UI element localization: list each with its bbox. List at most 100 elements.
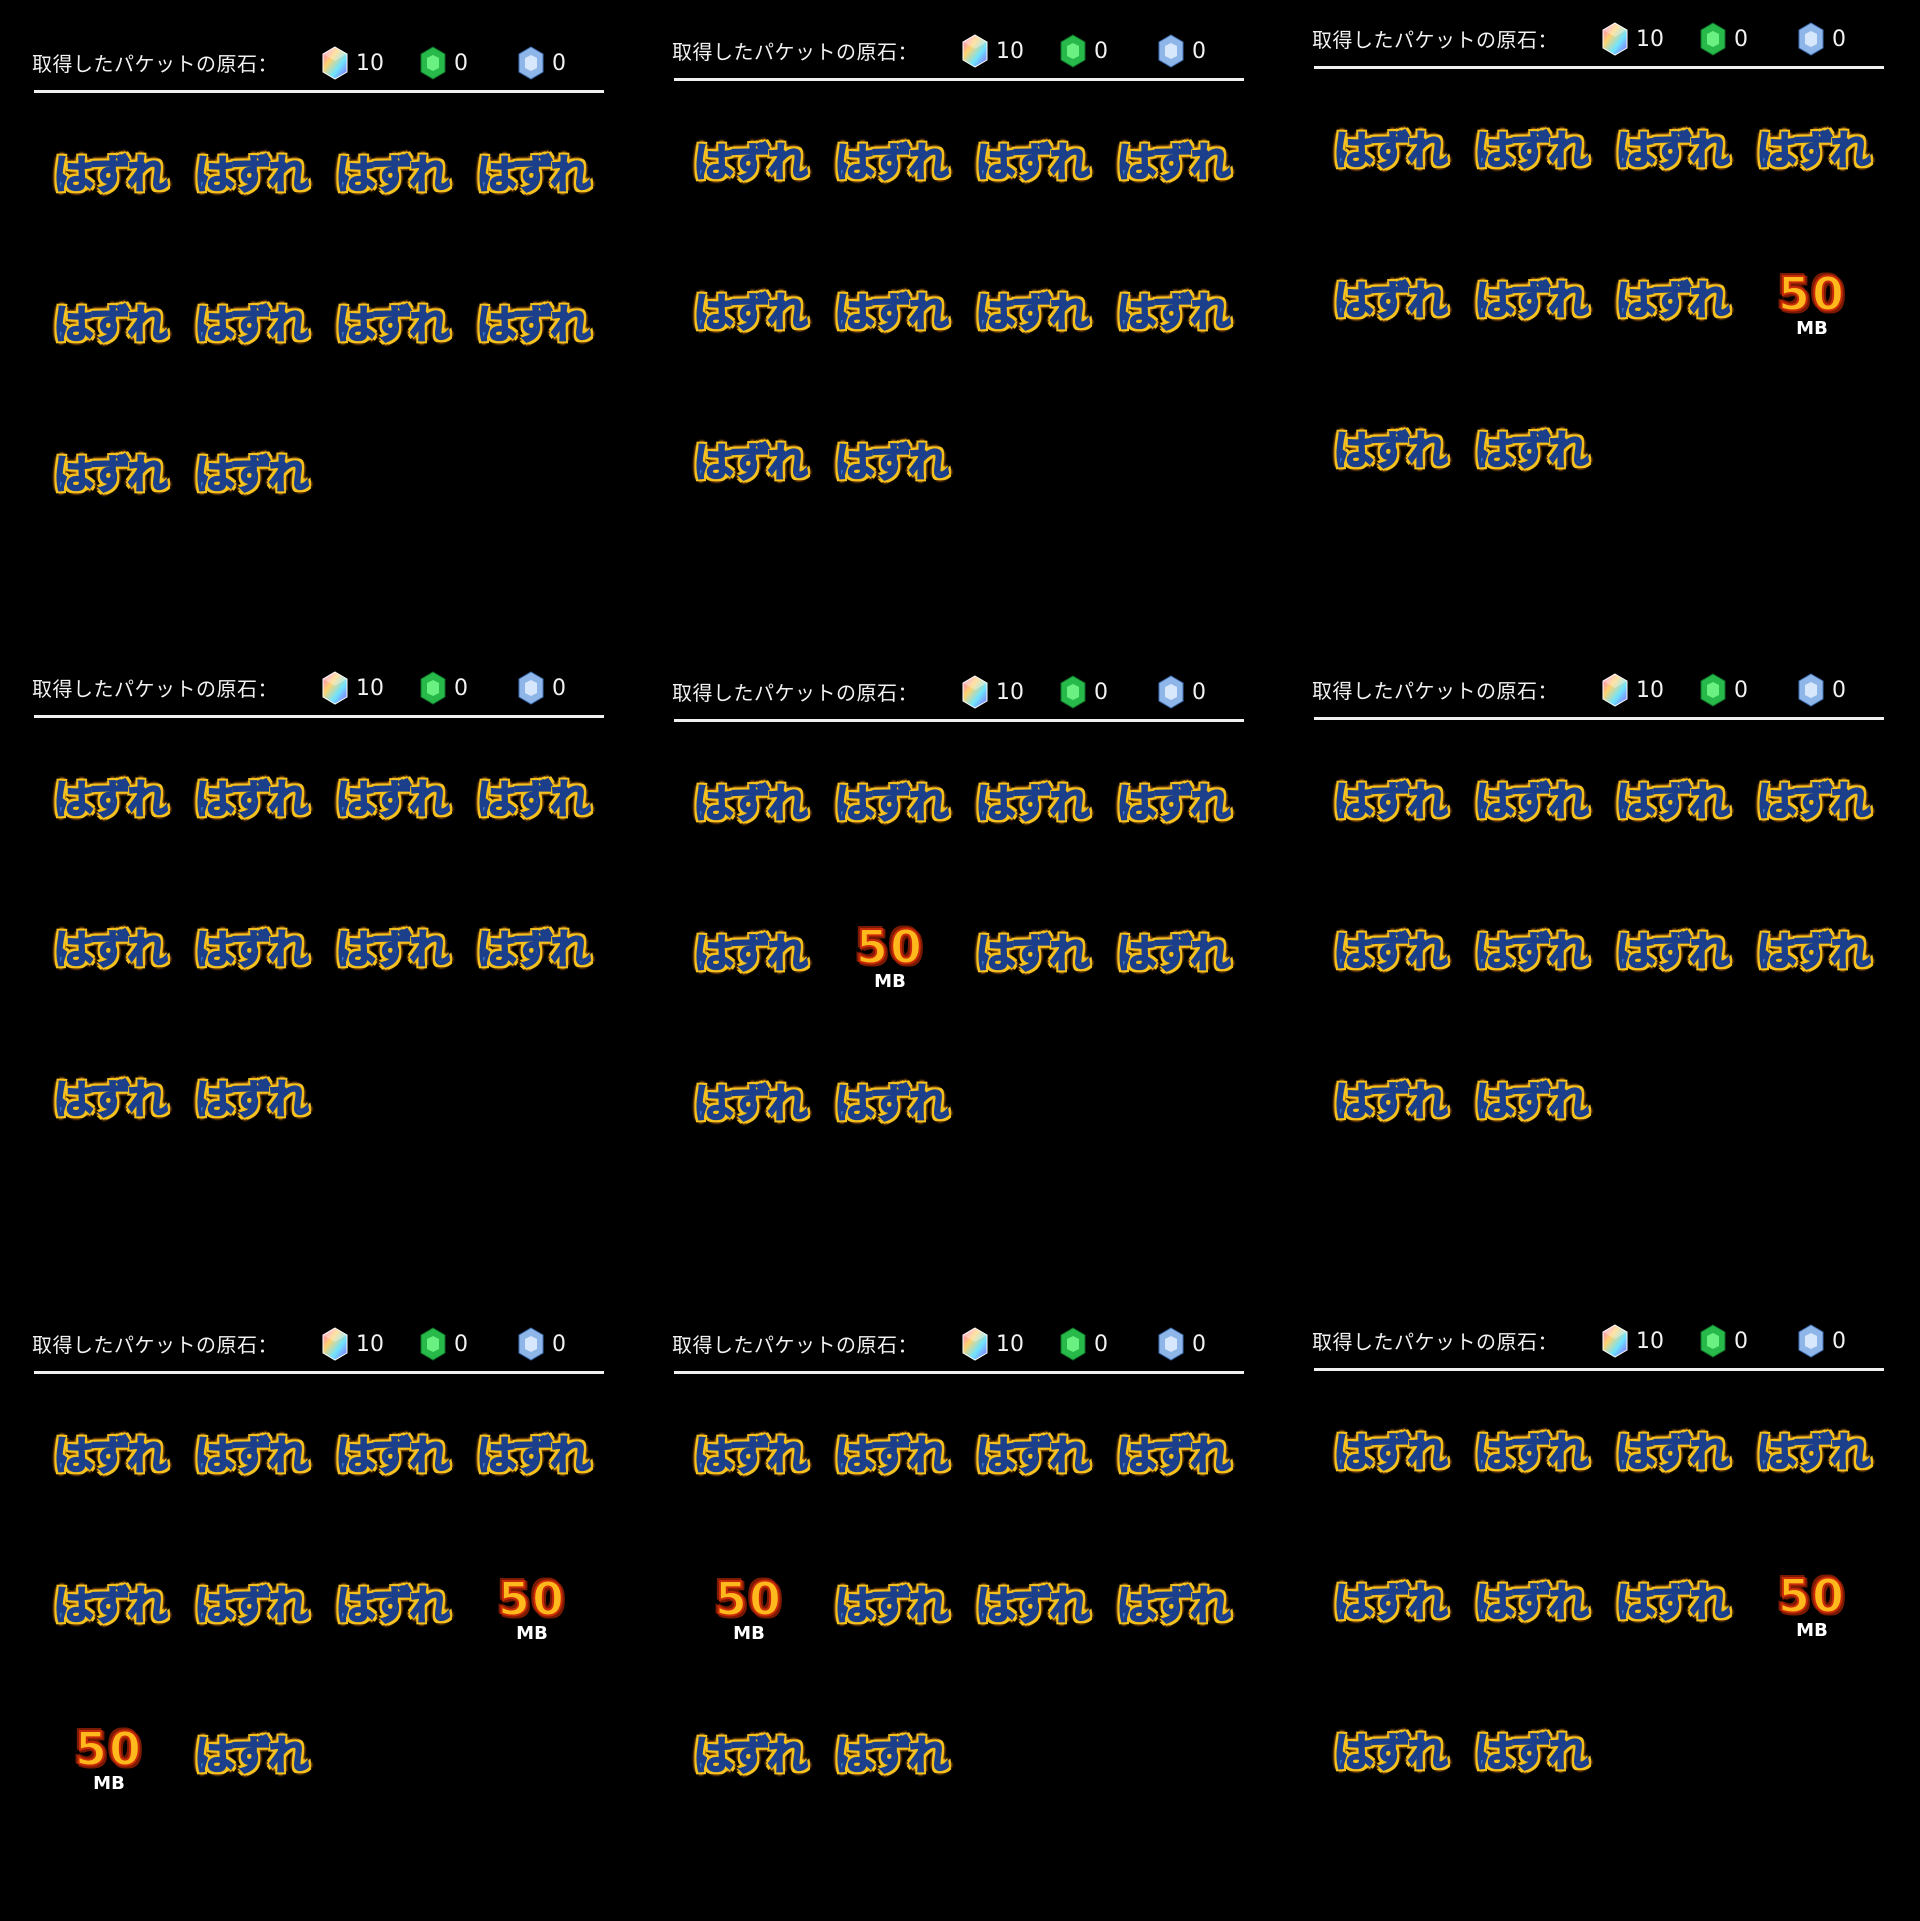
- green-gem-count: 0: [1094, 679, 1108, 705]
- miss-result-cell: はずれ: [1751, 106, 1892, 256]
- header-divider: [1314, 1368, 1884, 1371]
- miss-result-cell: はずれ: [48, 1055, 189, 1205]
- miss-result-cell: はずれ: [1328, 106, 1469, 256]
- miss-label: はずれ: [53, 451, 169, 499]
- panel-header: 取得したパケットの原石： 10: [672, 1321, 1272, 1374]
- rainbow-gem-count: 10: [1636, 26, 1664, 52]
- miss-label: はずれ: [194, 301, 310, 349]
- miss-label: はずれ: [335, 301, 451, 349]
- miss-label: はずれ: [1474, 1729, 1590, 1777]
- miss-result-cell: はずれ: [688, 118, 829, 268]
- result-grid: はずれ はずれ はずれ はずれ はずれ 50 MB はずれ はずれ はずれ はずれ: [688, 759, 1258, 1209]
- miss-result-cell: はずれ: [1610, 256, 1751, 406]
- rainbow-gem-counter: 10: [1602, 667, 1664, 713]
- miss-label: はずれ: [693, 780, 809, 828]
- prize-value: 50: [74, 1721, 143, 1777]
- miss-label: はずれ: [693, 139, 809, 187]
- miss-result-cell: はずれ: [1469, 106, 1610, 256]
- miss-result-cell: はずれ: [970, 1411, 1111, 1561]
- rainbow-gem-count: 10: [356, 675, 384, 701]
- miss-label: はずれ: [1333, 1078, 1449, 1126]
- rainbow-gem-count: 10: [996, 1331, 1024, 1357]
- miss-result-cell: はずれ: [189, 755, 330, 905]
- prize-unit: MB: [1796, 318, 1828, 339]
- green-gem-counter: 0: [1700, 1318, 1748, 1364]
- miss-label: はずれ: [1333, 778, 1449, 826]
- rainbow-gem-icon: [962, 675, 988, 709]
- miss-label: はずれ: [194, 151, 310, 199]
- result-grid: はずれ はずれ はずれ はずれ はずれ はずれ はずれ はずれ はずれ はずれ: [48, 755, 618, 1205]
- prize-result-cell: 50 MB: [1751, 1558, 1892, 1708]
- blue-gem-counter: 0: [1158, 669, 1206, 715]
- miss-result-cell: はずれ: [1469, 1057, 1610, 1207]
- miss-label: はずれ: [1333, 127, 1449, 175]
- green-gem-counter: 0: [1700, 16, 1748, 62]
- miss-result-cell: はずれ: [48, 280, 189, 430]
- green-gem-counter: 0: [1060, 1321, 1108, 1367]
- blue-gem-counter: 0: [518, 40, 566, 86]
- miss-result-cell: はずれ: [688, 1411, 829, 1561]
- miss-result-cell: はずれ: [688, 909, 829, 1059]
- miss-result-cell: はずれ: [1111, 1411, 1252, 1561]
- green-gem-count: 0: [454, 1331, 468, 1357]
- blue-gem-icon: [518, 1327, 544, 1361]
- miss-label: はずれ: [335, 1582, 451, 1630]
- packet-stone-label: 取得したパケットの原石：: [1312, 679, 1558, 703]
- miss-label: はずれ: [1474, 1579, 1590, 1627]
- rainbow-gem-count: 10: [356, 50, 384, 76]
- miss-result-cell: はずれ: [1328, 1408, 1469, 1558]
- miss-result-cell: はずれ: [970, 759, 1111, 909]
- green-gem-count: 0: [454, 50, 468, 76]
- miss-result-cell: はずれ: [330, 905, 471, 1055]
- panel-header: 取得したパケットの原石： 10: [672, 669, 1272, 722]
- result-grid: はずれ はずれ はずれ はずれ はずれ はずれ はずれ 50 MB はずれ はずれ: [1328, 106, 1898, 556]
- header-divider: [34, 715, 604, 718]
- miss-result-cell: はずれ: [330, 1561, 471, 1711]
- result-grid: はずれ はずれ はずれ はずれ はずれ はずれ はずれ はずれ はずれ はずれ: [688, 118, 1258, 568]
- miss-label: はずれ: [194, 1582, 310, 1630]
- miss-result-cell: はずれ: [1610, 1558, 1751, 1708]
- lottery-result-panel: 取得したパケットの原石： 10: [1312, 16, 1912, 616]
- packet-stone-label: 取得したパケットの原石：: [32, 677, 278, 701]
- rainbow-gem-icon: [1602, 22, 1628, 56]
- green-gem-count: 0: [1094, 1331, 1108, 1357]
- blue-gem-counter: 0: [1798, 16, 1846, 62]
- miss-label: はずれ: [476, 926, 592, 974]
- miss-result-cell: はずれ: [1469, 1708, 1610, 1858]
- miss-label: はずれ: [834, 1432, 950, 1480]
- miss-result-cell: はずれ: [48, 755, 189, 905]
- miss-label: はずれ: [53, 1432, 169, 1480]
- miss-label: はずれ: [194, 451, 310, 499]
- miss-label: はずれ: [1333, 1429, 1449, 1477]
- miss-result-cell: はずれ: [1610, 106, 1751, 256]
- miss-result-cell: はずれ: [1751, 1408, 1892, 1558]
- miss-result-cell: はずれ: [1469, 1408, 1610, 1558]
- rainbow-gem-counter: 10: [962, 28, 1024, 74]
- packet-stone-label: 取得したパケットの原石：: [672, 681, 918, 705]
- miss-result-cell: はずれ: [688, 759, 829, 909]
- rainbow-gem-icon: [1602, 1324, 1628, 1358]
- miss-result-cell: はずれ: [1469, 406, 1610, 556]
- miss-result-cell: はずれ: [48, 905, 189, 1055]
- miss-label: はずれ: [1474, 127, 1590, 175]
- miss-result-cell: はずれ: [1328, 256, 1469, 406]
- miss-label: はずれ: [834, 1582, 950, 1630]
- miss-label: はずれ: [693, 289, 809, 337]
- blue-gem-count: 0: [1192, 38, 1206, 64]
- miss-label: はずれ: [53, 1582, 169, 1630]
- green-gem-count: 0: [1094, 38, 1108, 64]
- packet-stone-label: 取得したパケットの原石：: [672, 1333, 918, 1357]
- miss-result-cell: はずれ: [189, 130, 330, 280]
- miss-result-cell: はずれ: [48, 1411, 189, 1561]
- miss-result-cell: はずれ: [471, 280, 612, 430]
- miss-result-cell: はずれ: [829, 1411, 970, 1561]
- miss-label: はずれ: [975, 930, 1091, 978]
- prize-unit: MB: [874, 971, 906, 992]
- miss-label: はずれ: [1333, 1579, 1449, 1627]
- miss-label: はずれ: [1474, 778, 1590, 826]
- prize-result-cell: 50 MB: [471, 1561, 612, 1711]
- miss-result-cell: はずれ: [189, 280, 330, 430]
- miss-result-cell: はずれ: [970, 909, 1111, 1059]
- miss-label: はずれ: [1116, 1432, 1232, 1480]
- rainbow-gem-count: 10: [356, 1331, 384, 1357]
